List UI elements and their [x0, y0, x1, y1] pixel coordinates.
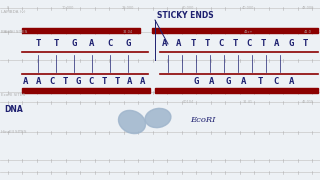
Text: A: A	[176, 39, 182, 48]
Text: 40,000: 40,000	[242, 6, 254, 10]
Text: 31.41: 31.41	[243, 100, 253, 104]
Text: C: C	[107, 39, 113, 48]
Text: C: C	[246, 39, 252, 48]
Ellipse shape	[145, 108, 171, 128]
Text: G: G	[125, 39, 131, 48]
Text: G: G	[193, 76, 199, 86]
Text: C: C	[88, 76, 94, 86]
Text: 20,000: 20,000	[122, 6, 134, 10]
Text: 32.04: 32.04	[123, 30, 133, 34]
Text: A: A	[289, 76, 295, 86]
Text: C: C	[218, 39, 224, 48]
Bar	[22, 88, 150, 93]
Text: 46.015: 46.015	[302, 100, 314, 104]
Text: T: T	[190, 39, 196, 48]
Bar	[152, 28, 318, 33]
Text: G: G	[71, 39, 77, 48]
Text: 0: 0	[7, 6, 9, 10]
Text: T: T	[232, 39, 238, 48]
Text: T: T	[53, 39, 59, 48]
Text: A: A	[89, 39, 95, 48]
Text: A: A	[274, 39, 280, 48]
Text: EcoRI SITES: EcoRI SITES	[1, 93, 25, 97]
Text: 41.0: 41.0	[304, 30, 312, 34]
Text: G: G	[288, 39, 294, 48]
Text: A: A	[127, 76, 133, 86]
Ellipse shape	[118, 110, 146, 134]
Bar	[155, 88, 318, 93]
Text: A: A	[36, 76, 42, 86]
Text: T: T	[204, 39, 210, 48]
Text: 5525: 5525	[4, 30, 12, 34]
Text: A: A	[162, 39, 168, 48]
Text: C: C	[49, 76, 55, 86]
Text: G: G	[75, 76, 81, 86]
Text: A: A	[241, 76, 247, 86]
Text: T: T	[302, 39, 308, 48]
Text: DNA: DNA	[4, 105, 23, 114]
Text: 00104: 00104	[182, 100, 194, 104]
Bar	[22, 28, 140, 33]
Text: 30,000: 30,000	[182, 6, 194, 10]
Text: 10,000: 10,000	[62, 6, 74, 10]
Text: G: G	[225, 76, 231, 86]
Text: C: C	[273, 76, 279, 86]
Text: LAMBDA (v): LAMBDA (v)	[1, 10, 26, 14]
Text: 41c+: 41c+	[243, 30, 253, 34]
Text: A: A	[140, 76, 146, 86]
Text: T: T	[62, 76, 68, 86]
Text: STICKY ENDS: STICKY ENDS	[157, 12, 213, 21]
Text: BamHI SITES: BamHI SITES	[1, 30, 28, 34]
Text: T: T	[114, 76, 120, 86]
Text: HindIII SITES: HindIII SITES	[1, 130, 27, 134]
Text: T: T	[260, 39, 266, 48]
Text: A: A	[23, 76, 29, 86]
Text: 48,000: 48,000	[302, 6, 314, 10]
Text: EcoRI: EcoRI	[190, 116, 215, 124]
Text: T: T	[35, 39, 41, 48]
Text: A: A	[209, 76, 215, 86]
Text: T: T	[257, 76, 263, 86]
Text: T: T	[101, 76, 107, 86]
